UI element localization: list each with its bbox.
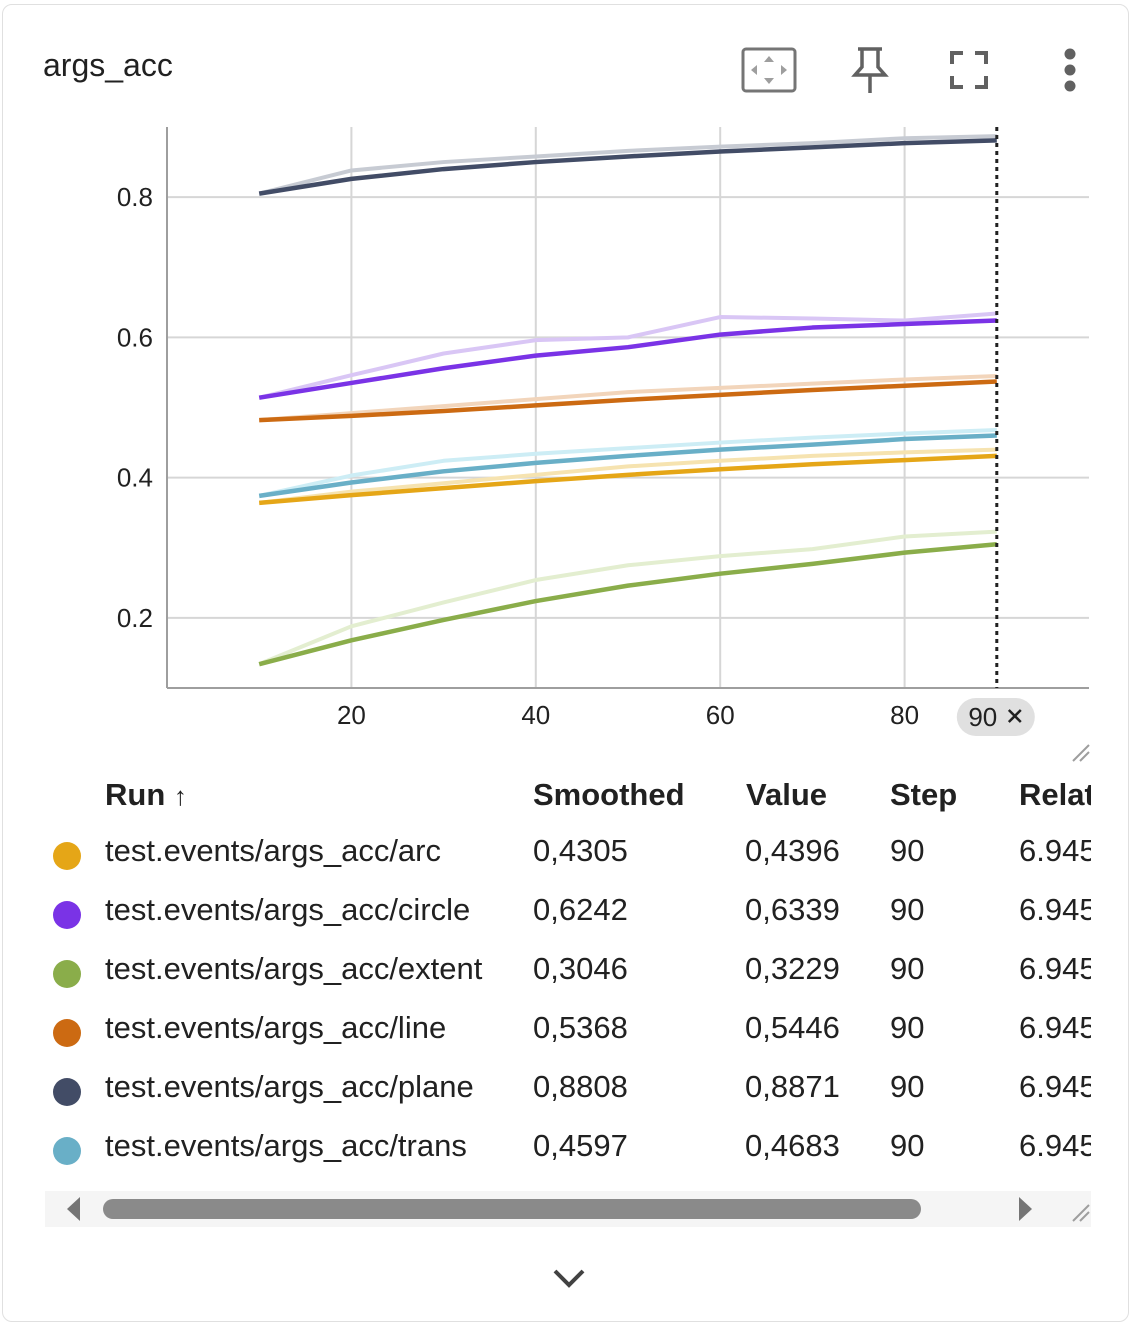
run-color-swatch[interactable] (53, 1078, 81, 1106)
raw-value: 0,6339 (745, 892, 840, 927)
horizontal-scrollbar[interactable] (45, 1191, 1091, 1227)
raw-value: 0,5446 (745, 1010, 840, 1045)
run-name: test.events/args_acc/trans (105, 1128, 467, 1163)
relative-time: 6.945 (1019, 833, 1091, 868)
column-header-relative[interactable]: Relat (1019, 777, 1091, 812)
run-color-swatch[interactable] (53, 1019, 81, 1047)
relative-time: 6.945 (1019, 892, 1091, 927)
chevron-down-icon (553, 1269, 585, 1288)
column-header-smoothed[interactable]: Smoothed (533, 777, 685, 812)
series-smoothed-line[interactable] (258, 433, 997, 499)
table-row[interactable]: test.events/args_acc/plane 0,8808 0,8871 90… (43, 1061, 1091, 1120)
pin-icon (851, 47, 889, 93)
run-color-swatch[interactable] (53, 842, 81, 870)
table-row[interactable]: test.events/args_acc/extent 0,3046 0,3229 9… (43, 943, 1091, 1002)
series-smoothed-line[interactable] (259, 379, 997, 423)
run-name: test.events/args_acc/extent (105, 951, 483, 986)
series-raw-line (258, 134, 997, 196)
step-cursor-label: 90 (968, 702, 997, 732)
smoothed-value: 0,8808 (533, 1069, 628, 1104)
relative-time: 6.945 (1019, 1128, 1091, 1163)
series-smoothed-line[interactable] (258, 138, 997, 196)
relative-time: 6.945 (1019, 1069, 1091, 1104)
expand-button[interactable] (547, 1263, 591, 1293)
fullscreen-icon (950, 51, 988, 89)
column-header-run[interactable]: Run ↑ (105, 777, 187, 812)
sort-ascending-icon: ↑ (173, 781, 187, 811)
run-color-swatch[interactable] (53, 960, 81, 988)
series-smoothed-line[interactable] (258, 542, 998, 667)
smoothed-value: 0,4597 (533, 1128, 628, 1163)
line-chart[interactable]: 20 40 60 80 0.2 0.4 0.6 0.8 90 (3, 5, 1129, 765)
table-row[interactable]: test.events/args_acc/circle 0,6242 0,6339 9… (43, 884, 1091, 943)
series-raw-line (258, 427, 997, 498)
chart-resize-icon[interactable] (1069, 741, 1091, 763)
x-tick-label: 40 (521, 700, 550, 730)
card-title: args_acc (43, 47, 173, 83)
step-value: 90 (890, 1128, 925, 1163)
series-raw-line (258, 447, 997, 505)
x-tick-label: 80 (890, 700, 919, 730)
series-raw-line (258, 311, 997, 400)
relative-time: 6.945 (1019, 951, 1091, 986)
column-header-value[interactable]: Value (746, 777, 827, 812)
run-color-swatch[interactable] (53, 1137, 81, 1165)
series-raw-line (259, 373, 997, 423)
step-value: 90 (890, 1010, 925, 1045)
step-value: 90 (890, 951, 925, 986)
fit-domain-button[interactable] (740, 41, 798, 99)
run-name: test.events/args_acc/arc (105, 833, 441, 868)
column-header-step[interactable]: Step (890, 777, 958, 812)
more-vert-icon (1064, 48, 1076, 92)
step-value: 90 (890, 892, 925, 927)
raw-value: 0,3229 (745, 951, 840, 986)
fit-domain-icon (741, 47, 797, 93)
table-row[interactable]: test.events/args_acc/arc 0,4305 0,4396 90 6.… (43, 825, 1091, 884)
x-tick-label: 20 (337, 700, 366, 730)
y-tick-label: 0.2 (117, 603, 153, 633)
y-tick-label: 0.4 (117, 463, 153, 493)
scroll-left-icon[interactable] (67, 1197, 80, 1221)
smoothed-value: 0,4305 (533, 833, 628, 868)
run-name: test.events/args_acc/circle (105, 892, 471, 927)
series-smoothed-line[interactable] (259, 453, 997, 506)
runs-table: Run ↑ Smoothed Value Step Relat test.eve… (43, 765, 1091, 1185)
x-tick-label: 60 (706, 700, 735, 730)
raw-value: 0,8871 (745, 1069, 840, 1104)
series-smoothed-line[interactable] (258, 318, 997, 400)
y-tick-label: 0.6 (117, 322, 153, 352)
resize-handle-icon[interactable] (1069, 1201, 1091, 1223)
step-cursor-chip[interactable]: 90 (956, 698, 1035, 736)
run-color-swatch[interactable] (53, 901, 81, 929)
table-row[interactable]: test.events/args_acc/trans 0,4597 0,4683 90… (43, 1120, 1091, 1179)
series-raw-line (258, 529, 997, 667)
pin-button[interactable] (841, 41, 899, 99)
smoothed-value: 0,3046 (533, 951, 628, 986)
step-value: 90 (890, 833, 925, 868)
smoothed-value: 0,6242 (533, 892, 628, 927)
y-tick-label: 0.8 (117, 182, 153, 212)
raw-value: 0,4396 (745, 833, 840, 868)
close-icon[interactable] (1007, 709, 1022, 723)
scrollbar-thumb[interactable] (103, 1199, 921, 1219)
more-options-button[interactable] (1041, 41, 1099, 99)
run-name: test.events/args_acc/plane (105, 1069, 474, 1104)
table-row[interactable]: test.events/args_acc/line 0,5368 0,5446 90 6… (43, 1002, 1091, 1061)
run-name: test.events/args_acc/line (105, 1010, 447, 1045)
scroll-right-icon[interactable] (1019, 1197, 1032, 1221)
raw-value: 0,4683 (745, 1128, 840, 1163)
smoothed-value: 0,5368 (533, 1010, 628, 1045)
fullscreen-button[interactable] (940, 41, 998, 99)
scalar-card: args_acc 20 40 60 80 0.2 0.4 0.6 0.8 90 Run ↑ Sm… (2, 4, 1129, 1322)
relative-time: 6.945 (1019, 1010, 1091, 1045)
step-value: 90 (890, 1069, 925, 1104)
